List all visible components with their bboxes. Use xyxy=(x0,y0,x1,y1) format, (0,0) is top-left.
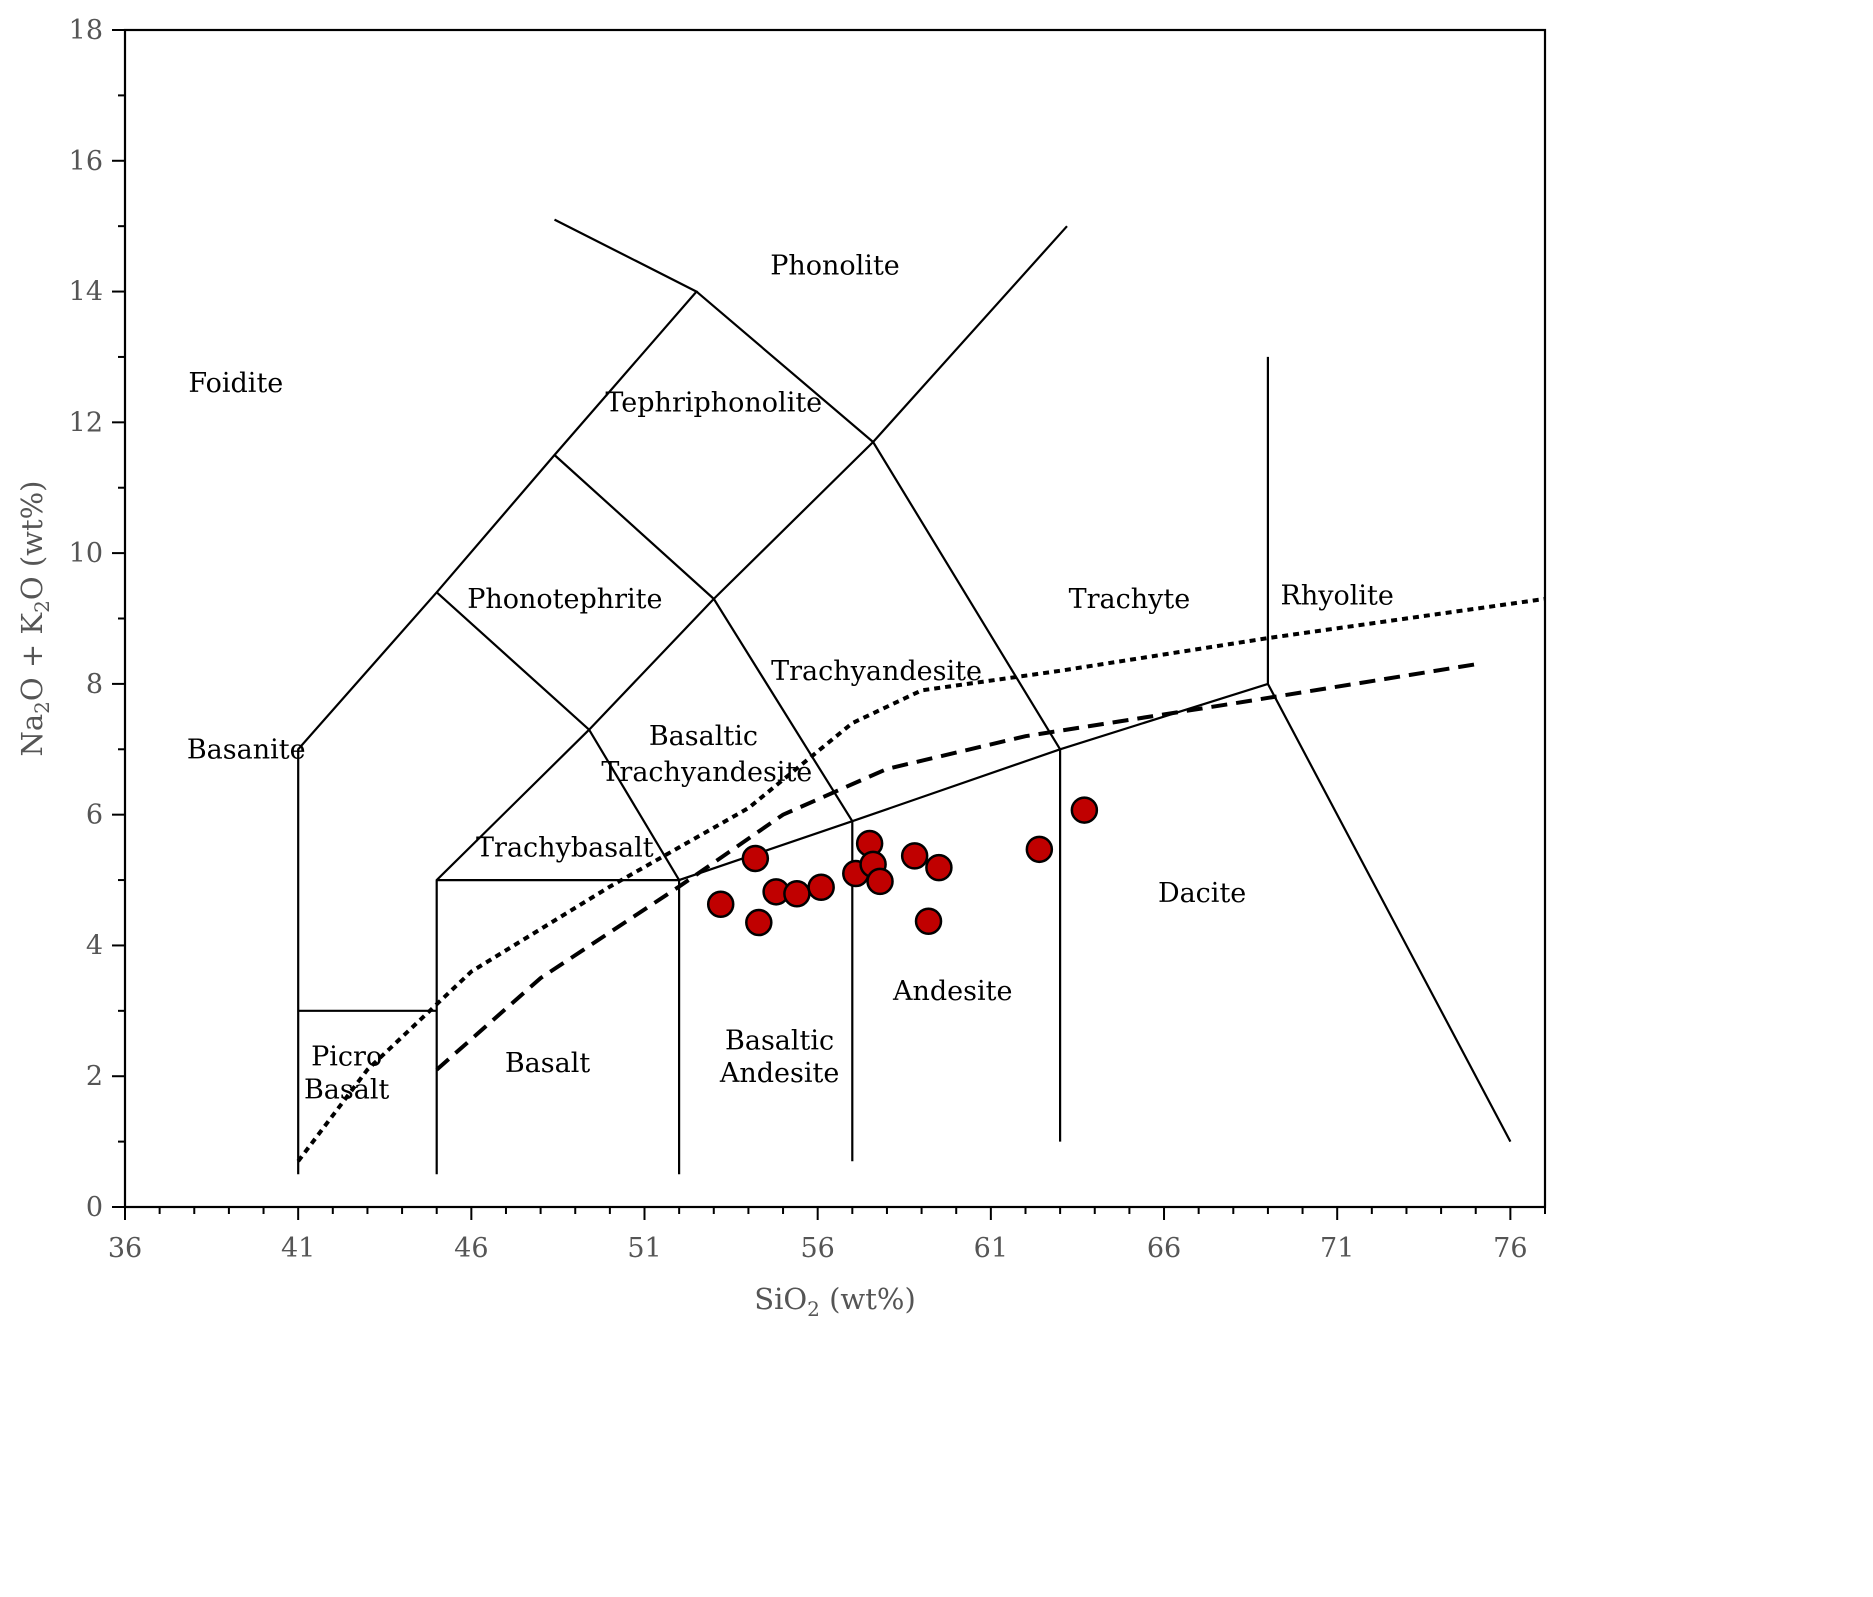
x-tick-label: 61 xyxy=(974,1233,1008,1264)
x-tick-label: 56 xyxy=(801,1233,835,1264)
field-boundary-line xyxy=(435,225,1068,1175)
y-title-subscript: 2 xyxy=(30,701,54,714)
y-tick-label: 14 xyxy=(69,277,103,308)
x-tick-label: 51 xyxy=(627,1233,661,1264)
field-boundary-line xyxy=(695,290,1062,1142)
axis-ticks xyxy=(112,29,1546,1220)
field-label: Basaltic xyxy=(649,721,758,752)
field-label: Tephriphonolite xyxy=(605,388,822,419)
sample-points xyxy=(706,796,1099,937)
sample-point xyxy=(741,844,770,873)
sample-point xyxy=(866,867,894,896)
field-label: Phonolite xyxy=(770,250,900,281)
y-title-subscript: 2 xyxy=(30,600,54,613)
field-boundaries xyxy=(297,218,1512,1175)
y-title-part: O (wt%) xyxy=(15,481,49,601)
field-labels: Foidite Phonolite Tephriphonolite Phonoteph… xyxy=(187,250,1394,1105)
field-label: Basaltic xyxy=(725,1025,834,1056)
x-tick-label: 76 xyxy=(1493,1233,1527,1264)
plot-frame xyxy=(123,28,1547,1209)
field-boundary-line xyxy=(435,591,681,1175)
field-label: Picro xyxy=(311,1042,382,1073)
y-tick-label: 10 xyxy=(69,538,103,569)
y-tick-label: 12 xyxy=(69,407,103,438)
field-boundary-line xyxy=(436,682,1512,1143)
y-tick-label: 4 xyxy=(86,930,103,961)
sample-point xyxy=(1070,796,1099,824)
y-tick-label: 6 xyxy=(86,800,103,831)
x-tick-labels: 36 41 46 51 56 61 66 71 76 xyxy=(108,1233,1528,1264)
y-tick-label: 16 xyxy=(69,146,103,177)
field-label: Andesite xyxy=(892,976,1012,1007)
y-tick-label: 0 xyxy=(86,1192,103,1223)
y-tick-label: 8 xyxy=(86,669,103,700)
sample-point xyxy=(925,853,953,882)
field-label: Trachyandesite xyxy=(771,656,982,687)
sample-point xyxy=(914,907,943,936)
sample-point xyxy=(706,890,735,918)
field-label: Rhyolite xyxy=(1281,581,1394,612)
field-label: Phonotephrite xyxy=(467,584,662,615)
y-tick-label: 18 xyxy=(69,15,103,46)
field-label: Dacite xyxy=(1158,878,1246,909)
x-title-subscript: 2 xyxy=(807,1297,820,1321)
y-title-part: O + K xyxy=(15,612,49,702)
sample-point xyxy=(807,873,835,901)
x-title-part: (wt%) xyxy=(820,1282,916,1316)
field-label: Basalt xyxy=(304,1074,390,1105)
sample-point xyxy=(745,908,773,937)
y-tick-label: 2 xyxy=(86,1061,103,1092)
y-axis-title: Na2O + K2O (wt%) xyxy=(15,481,54,757)
x-tick-label: 41 xyxy=(281,1233,315,1264)
x-tick-label: 66 xyxy=(1147,1233,1181,1264)
field-boundary-line xyxy=(297,218,699,1175)
field-label: Trachybasalt xyxy=(476,832,654,863)
y-title-part: Na xyxy=(15,714,49,757)
y-tick-labels: 0 2 4 6 8 10 12 14 16 18 xyxy=(69,15,103,1223)
x-tick-label: 36 xyxy=(108,1233,142,1264)
field-label: Trachyandesite xyxy=(601,757,812,788)
field-label: Trachyte xyxy=(1069,584,1191,615)
x-axis-title: SiO2 (wt%) xyxy=(754,1282,916,1321)
sample-point xyxy=(783,880,811,908)
x-tick-label: 46 xyxy=(454,1233,488,1264)
x-title-part: SiO xyxy=(754,1282,807,1316)
field-label: Foidite xyxy=(188,368,283,399)
dotted-divider-line xyxy=(296,596,1546,1163)
sample-point xyxy=(1025,835,1054,864)
sample-point xyxy=(900,842,929,870)
field-label: Basalt xyxy=(505,1048,591,1079)
field-boundary-line xyxy=(553,454,854,1162)
x-tick-label: 71 xyxy=(1320,1233,1354,1264)
field-label: Andesite xyxy=(719,1058,839,1089)
field-label: Basanite xyxy=(187,734,306,765)
